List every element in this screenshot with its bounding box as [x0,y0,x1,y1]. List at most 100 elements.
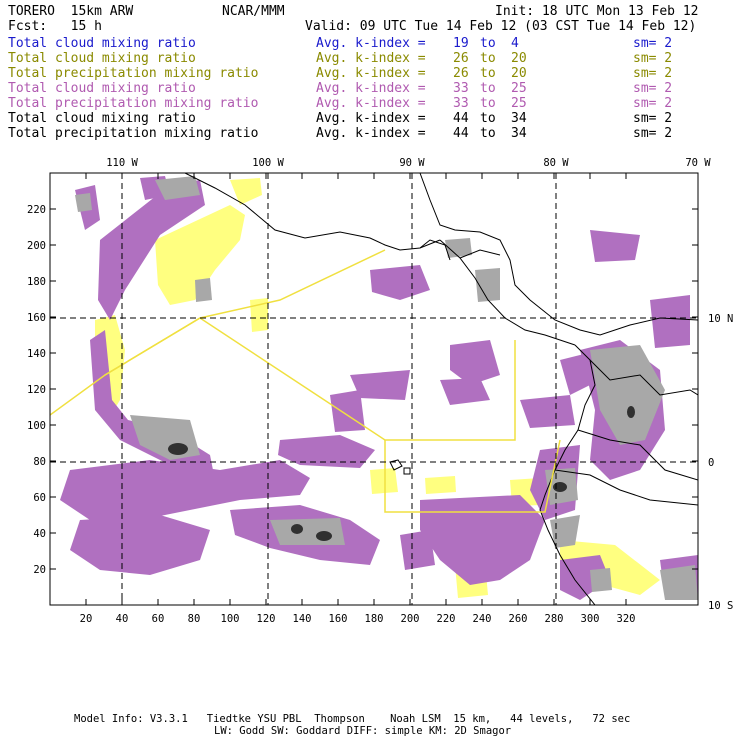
legend-smoothing: sm= 2 [633,126,673,141]
legend-field: Total precipitation mixing ratio [8,66,259,81]
outline-box-south [384,439,561,513]
legend-avg-label: Avg. k-index = [316,36,426,51]
gray-area [660,565,698,600]
x-tick-label: 300 [581,613,600,625]
x-tick-label: 200 [401,613,420,625]
latitude-label: 0 [708,457,714,469]
gray-area [75,193,92,212]
x-tick-label: 80 [188,613,201,625]
longitude-label: 80 W [543,157,569,169]
dark-core [316,531,332,541]
longitude-label: 100 W [252,157,284,169]
legend-row: Total cloud mixing ratio Avg. k-index = 33… [8,81,732,96]
x-tick-label: 40 [116,613,129,625]
dark-core [291,524,303,534]
legend-from-value: 26 [453,51,469,66]
legend-smoothing: sm= 2 [633,66,673,81]
model-info: Model Info: V3.3.1 Tiedtke YSU PBL Thomp… [74,713,631,725]
yellow-area [370,468,398,494]
x-tick-label: 20 [80,613,93,625]
legend-to-value: 20 [511,51,527,66]
border-guatemala [419,239,451,261]
gray-area [590,568,612,592]
yellow-area [560,540,660,595]
legend-avg-label: Avg. k-index = [316,66,426,81]
legend-from-value: 33 [453,81,469,96]
legend-to-word: to [480,111,496,126]
purple-area [370,265,430,300]
legend-row: Total cloud mixing ratio Avg. k-index = 19… [8,36,732,51]
purple-area [560,555,610,600]
yellow-area [230,178,262,205]
legend-avg-label: Avg. k-index = [316,111,426,126]
y-tick-label: 220 [27,204,46,216]
gray-area [270,518,345,545]
legend-to-word: to [480,96,496,111]
legend-row: Total cloud mixing ratio Avg. k-index = 44… [8,111,732,126]
purple-area [70,515,210,575]
legend-row: Total precipitation mixing ratio Avg. k-i… [8,96,732,111]
legend-avg-label: Avg. k-index = [316,96,426,111]
gray-area [445,238,472,258]
y-tick-label: 120 [27,384,46,396]
yellow-area [425,476,456,494]
legend-field: Total precipitation mixing ratio [8,126,259,141]
legend-smoothing: sm= 2 [633,81,673,96]
x-tick-label: 100 [221,613,240,625]
legend-smoothing: sm= 2 [633,51,673,66]
x-tick-label: 180 [365,613,384,625]
dark-core [627,406,635,418]
x-tick-label: 160 [329,613,348,625]
x-tick-label: 140 [293,613,312,625]
y-tick-label: 40 [33,528,46,540]
gray-area [195,278,212,302]
longitude-label: 70 W [685,157,711,169]
purple-area [330,390,365,432]
border-honduras [459,249,501,259]
legend-row: Total precipitation mixing ratio Avg. k-i… [8,66,732,81]
purple-area [440,378,490,405]
organization-label: NCAR/MMM [222,4,285,19]
legend-from-value: 44 [453,126,469,141]
y-tick-label: 20 [33,564,46,576]
x-tick-label: 260 [509,613,528,625]
legend-to-value: 34 [511,111,527,126]
legend-avg-label: Avg. k-index = [316,51,426,66]
legend-field: Total cloud mixing ratio [8,51,196,66]
legend-smoothing: sm= 2 [633,36,673,51]
legend-field: Total cloud mixing ratio [8,81,196,96]
purple-area [450,340,500,385]
legend-field: Total cloud mixing ratio [8,36,196,51]
physics-info: LW: Godd SW: Goddard DIFF: simple KM: 2D… [214,725,512,737]
purple-area [278,435,375,468]
legend-smoothing: sm= 2 [633,96,673,111]
x-tick-label: 280 [545,613,564,625]
border-south-america-3 [554,469,698,506]
weather-map: 20 40 60 80 100 120 140 160 180 200 220 240 260 280 30… [27,157,733,625]
y-tick-label: 160 [27,312,46,324]
galapagos-islands [389,459,411,475]
valid-time: Valid: 09 UTC Tue 14 Feb 12 (03 CST Tue … [305,19,697,34]
legend-to-word: to [480,126,496,141]
purple-area [520,395,575,428]
purple-area [400,530,435,570]
purple-area [98,180,205,320]
legend-from-value: 26 [453,66,469,81]
y-tick-label: 140 [27,348,46,360]
border-south-america-1 [589,359,698,396]
coastline-mexico-pacific [184,173,441,251]
y-tick-label: 80 [33,456,46,468]
longitude-label: 110 W [106,157,138,169]
coastline-central-america-caribbean [419,173,698,336]
purple-area [420,495,545,585]
legend-to-word: to [480,81,496,96]
gray-area [155,176,200,200]
legend-smoothing: sm= 2 [633,111,673,126]
latitude-label: 10 S [708,600,733,612]
purple-area [350,370,410,400]
legend-avg-label: Avg. k-index = [316,81,426,96]
legend-to-value: 25 [511,96,527,111]
legend-row: Total cloud mixing ratio Avg. k-index = 26… [8,51,732,66]
latitude-label: 10 N [708,313,733,325]
legend-to-value: 34 [511,126,527,141]
